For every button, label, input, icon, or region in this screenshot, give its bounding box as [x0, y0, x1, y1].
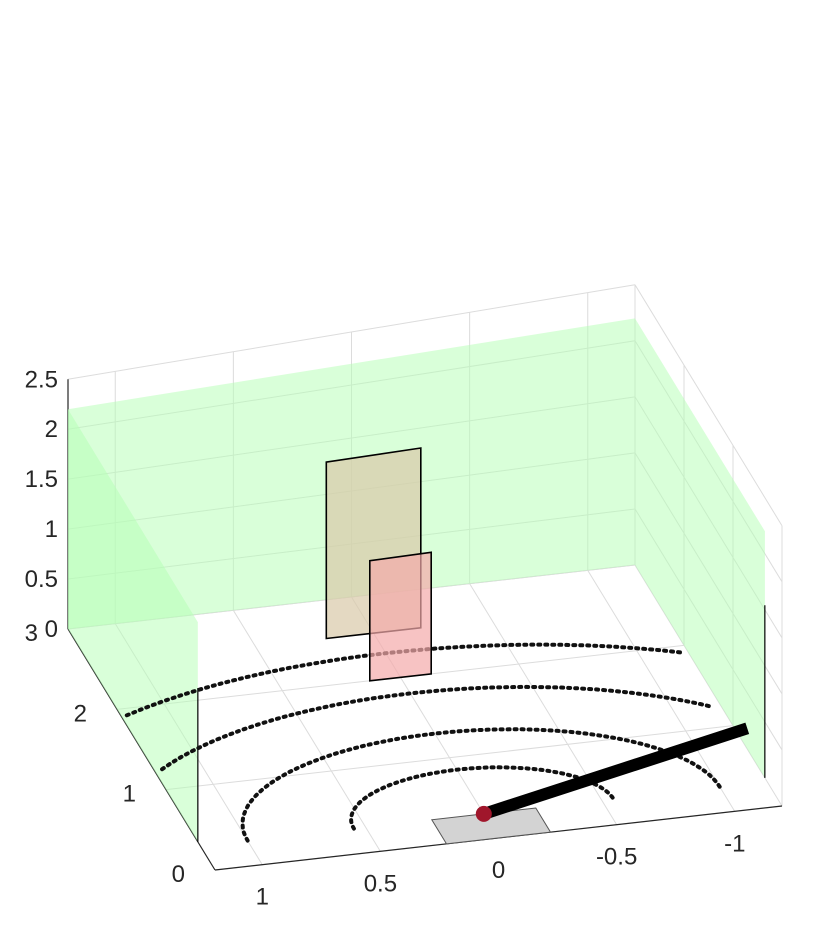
z-tick-label: 0.5	[25, 566, 58, 593]
z-tick-label: 1	[45, 516, 58, 543]
x-tick-label: -0.5	[596, 844, 637, 871]
x-tick-label: 0	[492, 857, 505, 884]
side-grid-line-z	[634, 564, 783, 807]
marker	[475, 805, 492, 822]
y-tick-label: 0	[172, 861, 185, 888]
x-tick-label: -1	[724, 830, 745, 857]
floor-grid-line-x	[587, 570, 736, 812]
y-tick-label: 1	[123, 781, 136, 808]
rod	[481, 722, 750, 820]
z-tick-label: 1.5	[25, 466, 58, 493]
z-tick-label: 0	[45, 616, 58, 643]
tick-layer: 0 0.5 1 1.5 2 2.5 0 1 2 3 1 0.5 0 -0.5 -1	[25, 366, 746, 910]
floor-grid-line-y	[165, 725, 734, 791]
floor-grid-line-x	[232, 610, 381, 852]
scene-layer	[68, 318, 766, 845]
z-tick-label: 2	[45, 416, 58, 443]
back-grid-line-z	[67, 284, 636, 380]
right-wall	[635, 318, 765, 778]
y-tick-label: 3	[25, 620, 38, 647]
y-tick-label: 2	[74, 700, 87, 727]
x-tick-label: 1	[256, 884, 269, 911]
arc-3	[160, 684, 715, 772]
arc-2	[240, 727, 722, 843]
short-panel	[368, 551, 433, 682]
z-tick-label: 2.5	[25, 366, 58, 393]
side-grid-line-z	[634, 284, 783, 526]
x-tick-label: 0.5	[364, 870, 397, 897]
floor-patch	[430, 807, 552, 845]
